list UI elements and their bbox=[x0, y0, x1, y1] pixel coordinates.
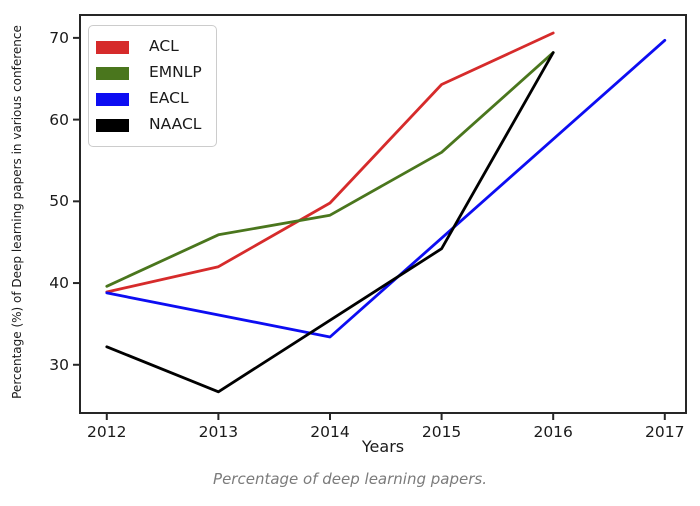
eacl-color-swatch bbox=[96, 92, 129, 106]
y-tick-label: 60 bbox=[49, 110, 69, 129]
x-tick-label: 2013 bbox=[198, 423, 239, 441]
x-tick-label: 2012 bbox=[87, 423, 127, 441]
legend: ACL EMNLP EACL NAACL bbox=[88, 25, 217, 147]
legend-entry-emnlp: EMNLP bbox=[96, 60, 206, 86]
legend-entry-naacl: NAACL bbox=[96, 112, 206, 138]
series-line-acl bbox=[105, 31, 555, 294]
legend-label-acl: ACL bbox=[149, 37, 179, 56]
x-tick-label: 2017 bbox=[645, 423, 685, 441]
acl-color-swatch bbox=[96, 40, 129, 54]
y-tick-label: 50 bbox=[49, 192, 69, 211]
y-axis-label: Percentage (%) of Deep learning papers i… bbox=[10, 25, 24, 399]
emnlp-color-swatch bbox=[96, 66, 129, 80]
legend-label-eacl: EACL bbox=[149, 89, 189, 108]
y-tick-label: 70 bbox=[49, 28, 69, 47]
series-line-eacl bbox=[105, 38, 667, 339]
x-tick-label: 2014 bbox=[310, 423, 350, 441]
y-tick-label: 40 bbox=[49, 274, 69, 293]
x-tick-label: 2015 bbox=[421, 423, 462, 441]
y-tick-label: 30 bbox=[49, 355, 69, 374]
x-axis-label: Years bbox=[361, 437, 405, 456]
naacl-color-swatch bbox=[96, 118, 129, 132]
line-chart-plot-area bbox=[73, 14, 687, 420]
legend-entry-acl: ACL bbox=[96, 34, 206, 60]
legend-entry-eacl: EACL bbox=[96, 86, 206, 112]
legend-label-emnlp: EMNLP bbox=[149, 63, 202, 82]
figure-caption: Percentage of deep learning papers. bbox=[213, 470, 487, 488]
axes-spines bbox=[79, 14, 687, 414]
legend-label-naacl: NAACL bbox=[149, 115, 202, 134]
series-line-emnlp bbox=[105, 51, 555, 288]
series-line-naacl bbox=[105, 51, 555, 394]
x-tick-label: 2016 bbox=[533, 423, 573, 441]
